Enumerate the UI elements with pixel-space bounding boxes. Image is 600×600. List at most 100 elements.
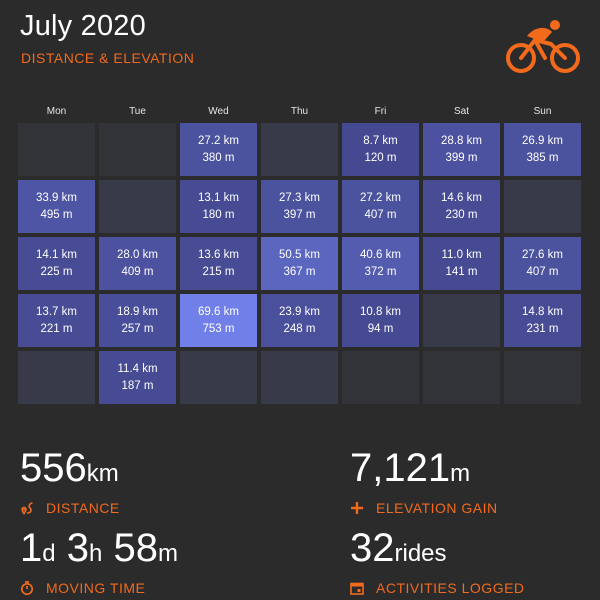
cell-elevation: 753 m — [202, 322, 235, 335]
calendar-cell-activity: 13.6 km 215 m — [180, 237, 257, 290]
activities-stat: 32rides ACTIVITIES LOGGED — [350, 526, 525, 596]
cell-distance: 14.8 km — [522, 305, 563, 318]
weekday-label: Mon — [46, 106, 67, 117]
cell-elevation: 215 m — [202, 265, 235, 278]
calendar-cell-outside-month — [423, 351, 500, 404]
moving-time-stat: 1d 3h 58m MOVING TIME — [20, 526, 178, 596]
calendar-cell-activity: 50.5 km 367 m — [261, 237, 338, 290]
cell-distance: 40.6 km — [360, 248, 401, 261]
weekday-label: Sun — [533, 106, 552, 117]
stopwatch-icon — [20, 581, 34, 595]
cell-elevation: 225 m — [40, 265, 73, 278]
calendar-cell-no-activity — [180, 351, 257, 404]
calendar-cell-no-activity — [261, 351, 338, 404]
cell-distance: 8.7 km — [363, 134, 398, 147]
cell-distance: 11.0 km — [441, 248, 482, 261]
weekday-label: Tue — [129, 106, 146, 117]
calendar-cell-activity: 28.0 km 409 m — [99, 237, 176, 290]
weekday-label: Fri — [374, 106, 387, 117]
page-title: July 2020 — [20, 10, 146, 42]
calendar-cell-activity: 27.6 km 407 m — [504, 237, 581, 290]
cell-elevation: 367 m — [283, 265, 316, 278]
elevation-stat: 7,121m ELEVATION GAIN — [350, 446, 498, 516]
cell-elevation: 94 m — [367, 322, 394, 335]
cell-distance: 14.1 km — [36, 248, 77, 261]
calendar-cell-activity: 11.4 km 187 m — [99, 351, 176, 404]
calendar-cell-activity: 13.1 km 180 m — [180, 180, 257, 233]
cell-distance: 27.2 km — [360, 191, 401, 204]
cell-elevation: 248 m — [283, 322, 316, 335]
page-subtitle: DISTANCE & ELEVATION — [21, 50, 195, 66]
calendar-cell-outside-month — [99, 123, 176, 176]
cell-distance: 10.8 km — [360, 305, 401, 318]
cyclist-icon — [506, 20, 580, 73]
cell-elevation: 380 m — [202, 151, 235, 164]
cell-distance: 33.9 km — [36, 191, 77, 204]
cell-elevation: 409 m — [121, 265, 154, 278]
calendar-cell-activity: 13.7 km 221 m — [18, 294, 95, 347]
cell-elevation: 399 m — [445, 151, 478, 164]
cell-elevation: 372 m — [364, 265, 397, 278]
cell-distance: 18.9 km — [117, 305, 158, 318]
distance-stat: 556km DISTANCE — [20, 446, 120, 516]
cell-distance: 27.6 km — [522, 248, 563, 261]
calendar-cell-no-activity — [261, 123, 338, 176]
cell-distance: 13.1 km — [198, 191, 239, 204]
calendar-cell-activity: 69.6 km 753 m — [180, 294, 257, 347]
calendar-cell-activity: 18.9 km 257 m — [99, 294, 176, 347]
cell-distance: 11.4 km — [117, 362, 158, 375]
calendar-cell-activity: 27.2 km 380 m — [180, 123, 257, 176]
cell-distance: 50.5 km — [279, 248, 320, 261]
calendar-cell-activity: 14.1 km 225 m — [18, 237, 95, 290]
distance-value: 556km — [20, 446, 119, 490]
cell-distance: 27.3 km — [279, 191, 320, 204]
cell-elevation: 221 m — [40, 322, 73, 335]
calendar-cell-activity: 8.7 km 120 m — [342, 123, 419, 176]
cell-elevation: 397 m — [283, 208, 316, 221]
calendar-cell-activity: 10.8 km 94 m — [342, 294, 419, 347]
cell-elevation: 230 m — [445, 208, 478, 221]
cell-distance: 14.6 km — [441, 191, 482, 204]
cell-elevation: 495 m — [40, 208, 73, 221]
calendar-cell-activity: 28.8 km 399 m — [423, 123, 500, 176]
moving-time-value: 1d 3h 58m — [20, 526, 178, 570]
plus-icon — [351, 502, 363, 514]
calendar-cell-activity: 27.3 km 397 m — [261, 180, 338, 233]
calendar-grid: 27.2 km 380 m 8.7 km 120 m 28.8 km 399 m 26.9 … — [18, 123, 582, 407]
moving-time-label: MOVING TIME — [46, 580, 146, 596]
calendar-cell-activity: 27.2 km 407 m — [342, 180, 419, 233]
calendar-cell-activity: 26.9 km 385 m — [504, 123, 581, 176]
elevation-value: 7,121m — [350, 446, 471, 490]
elevation-label: ELEVATION GAIN — [376, 500, 498, 516]
calendar-cell-activity: 40.6 km 372 m — [342, 237, 419, 290]
cell-distance: 23.9 km — [279, 305, 320, 318]
cell-elevation: 180 m — [202, 208, 235, 221]
calendar-cell-outside-month — [504, 351, 581, 404]
route-pin-icon — [21, 502, 33, 515]
weekday-label: Wed — [208, 106, 229, 117]
calendar-cell-activity: 14.6 km 230 m — [423, 180, 500, 233]
calendar-cell-no-activity — [18, 351, 95, 404]
calendar-cell-no-activity — [423, 294, 500, 347]
cell-elevation: 187 m — [121, 379, 154, 392]
cell-distance: 13.7 km — [36, 305, 77, 318]
activities-value: 32rides — [350, 526, 447, 570]
cell-elevation: 231 m — [526, 322, 559, 335]
cell-distance: 28.8 km — [441, 134, 482, 147]
cell-distance: 28.0 km — [117, 248, 158, 261]
calendar-cell-activity: 23.9 km 248 m — [261, 294, 338, 347]
cell-distance: 26.9 km — [522, 134, 563, 147]
cell-elevation: 120 m — [364, 151, 397, 164]
cell-elevation: 257 m — [121, 322, 154, 335]
calendar-cell-activity: 33.9 km 495 m — [18, 180, 95, 233]
cell-distance: 27.2 km — [198, 134, 239, 147]
cell-elevation: 407 m — [364, 208, 397, 221]
calendar-cell-activity: 11.0 km 141 m — [423, 237, 500, 290]
calendar-cell-no-activity — [99, 180, 176, 233]
cell-elevation: 385 m — [526, 151, 559, 164]
calendar-cell-outside-month — [18, 123, 95, 176]
cell-elevation: 407 m — [526, 265, 559, 278]
cell-distance: 13.6 km — [198, 248, 239, 261]
calendar-cell-outside-month — [342, 351, 419, 404]
calendar-cell-no-activity — [504, 180, 581, 233]
